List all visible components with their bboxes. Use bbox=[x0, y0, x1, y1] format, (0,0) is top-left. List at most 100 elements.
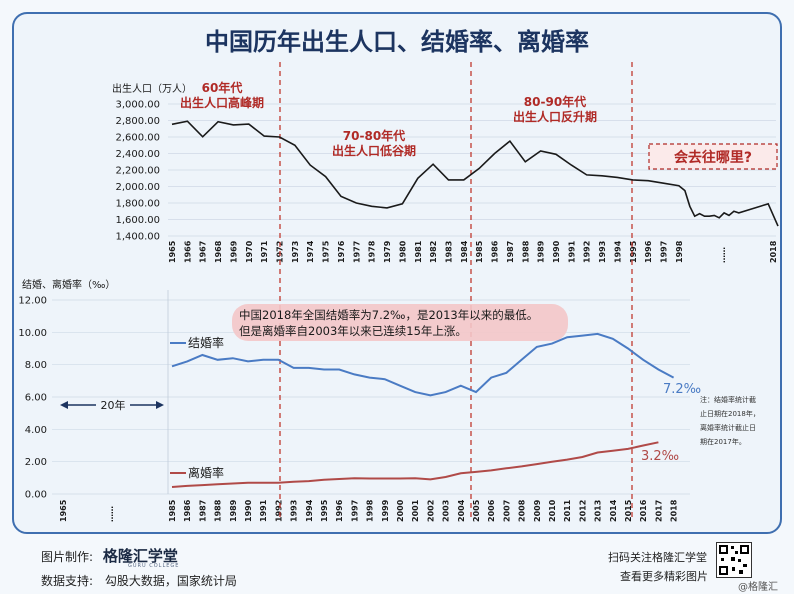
rates-xtick: 2010 bbox=[548, 499, 557, 522]
rates-xtick: 1988 bbox=[214, 499, 223, 522]
births-xtick: 1967 bbox=[199, 241, 208, 263]
rates-xtick: 1999 bbox=[381, 499, 390, 522]
rates-xtick: 2005 bbox=[472, 499, 481, 522]
callout-line-1: 中国2018年全国结婚率为7.2‰，是2013年以来的最低。 bbox=[239, 308, 538, 322]
births-xtick: 1988 bbox=[521, 240, 530, 263]
rates-xtick: 2013 bbox=[594, 500, 603, 522]
births-xtick: 1987 bbox=[506, 241, 515, 263]
watermark: @格隆汇 bbox=[738, 582, 778, 593]
births-xtick: 1986 bbox=[491, 240, 500, 263]
period-80s-label: 80-90年代 bbox=[524, 94, 586, 109]
births-xtick: 1989 bbox=[537, 240, 546, 263]
births-ytick: 1,800.00 bbox=[115, 199, 160, 210]
rates-xtick: 1991 bbox=[259, 499, 268, 522]
births-xtick: 1979 bbox=[383, 240, 392, 263]
rates-xtick: 1990 bbox=[244, 499, 253, 522]
rates-xtick: 1965 bbox=[59, 499, 68, 522]
births-xtick: 1971 bbox=[260, 240, 269, 263]
note-line-4: 期在2017年。 bbox=[700, 437, 746, 446]
gap-arrowhead-right-icon bbox=[156, 401, 164, 409]
rates-xtick: 2003 bbox=[442, 500, 451, 522]
births-xtick: 1969 bbox=[229, 240, 238, 263]
births-ytick: 2,200.00 bbox=[115, 166, 160, 177]
qr-code-icon[interactable] bbox=[716, 542, 752, 578]
rates-xtick: 2009 bbox=[533, 499, 542, 522]
births-xtick: 1994 bbox=[613, 240, 622, 263]
births-xtick: 2018 bbox=[769, 240, 778, 263]
births-xtick: 1966 bbox=[183, 240, 192, 263]
future-label: 会去往哪里? bbox=[674, 149, 752, 166]
rates-xtick: 2006 bbox=[487, 499, 496, 522]
period-70s-sub: 出生人口低谷期 bbox=[332, 143, 416, 158]
marriage-line bbox=[171, 332, 675, 397]
births-ytick: 2,800.00 bbox=[115, 116, 160, 127]
births-xtick: 1974 bbox=[306, 240, 315, 263]
births-xtick: 1982 bbox=[429, 241, 438, 263]
rates-xtick: 2001 bbox=[411, 499, 420, 522]
births-xtick: 1996 bbox=[644, 240, 653, 263]
births-xtick: 1977 bbox=[352, 241, 361, 263]
data-sources: 勾股大数据，国家统计局 bbox=[104, 574, 237, 588]
rates-xtick: 2017 bbox=[654, 500, 663, 522]
births-line bbox=[171, 120, 779, 227]
rates-xtick: 1995 bbox=[320, 499, 329, 522]
rates-xtick: 2007 bbox=[502, 500, 511, 522]
rates-ytick: 8.00 bbox=[25, 360, 47, 371]
divorce-end-label: 3.2‰ bbox=[641, 449, 679, 464]
births-xtick: 1968 bbox=[214, 240, 223, 263]
rates-xtick: 2016 bbox=[639, 499, 648, 522]
brand-logo: 格隆汇学堂 bbox=[102, 547, 178, 565]
rates-xtick: 2011 bbox=[563, 499, 572, 522]
rates-xtick: 1985 bbox=[168, 499, 177, 522]
rates-xtick: 2004 bbox=[457, 499, 466, 522]
callout-pill bbox=[232, 304, 568, 341]
births-xtick: 1995 bbox=[629, 240, 638, 263]
births-xtick: 1993 bbox=[598, 241, 607, 263]
births-xtick: 1991 bbox=[567, 240, 576, 263]
rates-xtick: 1992 bbox=[274, 500, 283, 522]
births-ytick: 2,400.00 bbox=[115, 149, 160, 160]
qr-text-1: 扫码关注格隆汇学堂 bbox=[608, 551, 707, 564]
births-xtick: 1983 bbox=[444, 241, 453, 263]
rates-xtick: 1993 bbox=[290, 500, 299, 522]
qr-text-2: 查看更多精彩图片 bbox=[620, 570, 708, 583]
made-by-row: 图片制作: 格隆汇学堂 bbox=[41, 545, 178, 566]
period-dividers bbox=[279, 62, 633, 520]
rates-ytick: 10.00 bbox=[18, 328, 47, 339]
rates-xtick: 2014 bbox=[609, 499, 618, 522]
gap-arrowhead-left-icon bbox=[60, 401, 68, 409]
births-xtick: 1978 bbox=[368, 240, 377, 263]
marriage-series-label: 结婚率 bbox=[188, 335, 224, 350]
note-line-2: 止日期在2018年， bbox=[700, 409, 760, 418]
rates-ytick: 6.00 bbox=[25, 393, 47, 404]
births-ytick: 2,000.00 bbox=[115, 182, 160, 193]
future-box bbox=[648, 143, 778, 170]
chart-title: 中国历年出生人口、结婚率、离婚率 bbox=[205, 28, 589, 56]
births-xtick: 1980 bbox=[398, 240, 407, 263]
divorce-line bbox=[171, 441, 659, 488]
divorce-series-label: 离婚率 bbox=[188, 465, 224, 480]
rates-xtick: 2018 bbox=[670, 499, 679, 522]
births-xtick: 1965 bbox=[168, 240, 177, 263]
period-60s-label: 60年代 bbox=[202, 80, 243, 95]
rates-xtick: …… bbox=[106, 506, 115, 522]
period-60s-sub: 出生人口高峰期 bbox=[180, 95, 264, 110]
callout-line-2: 但是离婚率自2003年以来已连续15年上涨。 bbox=[239, 324, 467, 338]
births-xtick: 1997 bbox=[660, 241, 669, 263]
births-ytick: 3,000.00 bbox=[115, 100, 160, 111]
births-xtick: 1985 bbox=[475, 240, 484, 263]
period-80s-sub: 出生人口反升期 bbox=[513, 109, 597, 124]
births-xtick: 1975 bbox=[322, 240, 331, 263]
births-xtick: 1992 bbox=[583, 241, 592, 263]
births-xtick: 1984 bbox=[460, 240, 469, 263]
rates-xtick: 2012 bbox=[578, 500, 587, 522]
rates-xtick: 1998 bbox=[366, 499, 375, 522]
brand-sub: GURU COLLEGE bbox=[128, 563, 180, 569]
births-xtick: …… bbox=[718, 247, 727, 263]
made-by-label: 图片制作: bbox=[41, 550, 94, 564]
rates-ylabel: 结婚、离婚率（‰） bbox=[22, 278, 115, 291]
rates-xtick: 2000 bbox=[396, 499, 405, 522]
rates-xtick: 1996 bbox=[335, 499, 344, 522]
data-source-row: 数据支持: 勾股大数据，国家统计局 bbox=[41, 572, 237, 589]
